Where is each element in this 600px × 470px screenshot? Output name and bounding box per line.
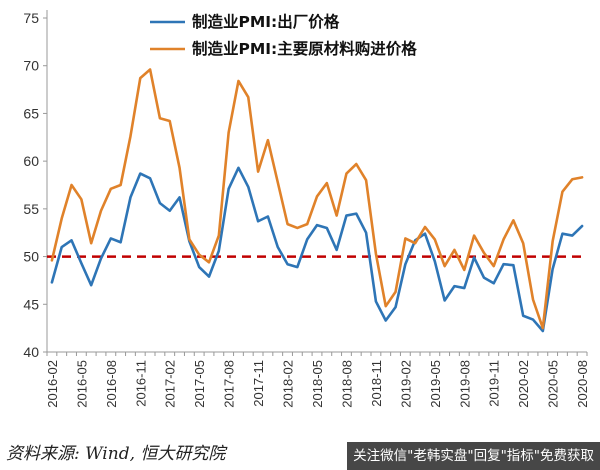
x-tick-label: 2020-02 [516,360,531,408]
x-tick-label: 2017-11 [251,360,266,407]
y-tick-label: 70 [23,58,39,74]
x-tick-label: 2016-11 [133,360,148,407]
x-tick-label: 2016-05 [74,360,89,408]
x-tick-label: 2016-02 [45,360,60,408]
x-tick-label: 2016-08 [104,360,119,408]
x-tick-label: 2020-08 [575,360,590,408]
y-axis: 40 45 50 55 60 65 70 75 [23,10,48,360]
source-note: 资料来源: Wind, 恒大研究院 [6,444,226,464]
x-tick-label: 2017-02 [163,360,178,408]
y-tick-label: 65 [23,105,39,121]
legend-label: 制造业PMI:出厂价格 [192,12,340,31]
x-tick-label: 2019-05 [428,360,443,408]
x-tick-label: 2019-08 [457,360,472,408]
series-line-output-price [50,166,584,333]
x-axis: 2016-02 2016-05 2016-08 2016-11 2017-02 2017-… [45,351,590,408]
x-tick-label: 2018-05 [310,360,325,408]
legend-label: 制造业PMI:主要原材料购进价格 [192,39,417,58]
series-layer [50,68,584,333]
y-tick-label: 55 [23,201,39,217]
x-tick-label: 2018-02 [281,360,296,408]
x-tick-label: 2019-11 [487,360,502,407]
x-tick-label: 2017-05 [192,360,207,408]
y-tick-label: 45 [23,296,39,312]
y-tick-label: 40 [23,344,39,360]
x-tick-label: 2018-11 [369,360,384,407]
watermark-banner: 关注微信"老韩实盘"回复"指标"免费获取 [347,442,600,470]
x-tick-label: 2019-02 [398,360,413,408]
y-tick-label: 60 [23,153,39,169]
x-tick-label: 2018-08 [339,360,354,408]
x-tick-label: 2017-08 [222,360,237,408]
series-line-input-price [50,68,584,330]
x-tick-label: 2020-05 [546,360,561,408]
y-tick-label: 75 [23,10,39,26]
y-tick-label: 50 [23,249,39,265]
